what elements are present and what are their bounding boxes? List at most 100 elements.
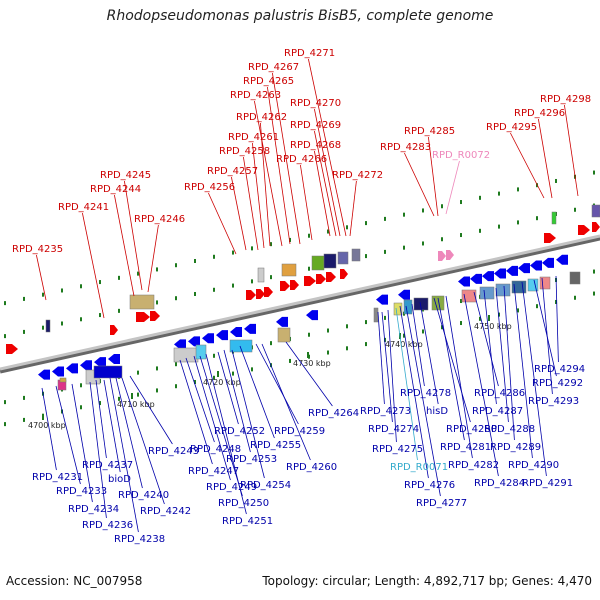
scale-tick [4, 422, 6, 427]
label-leader [95, 379, 107, 459]
gene-label-bottom: RPD_4282 [448, 460, 499, 471]
label-leader [473, 291, 499, 387]
scale-tick [194, 291, 196, 296]
label-leader [231, 349, 265, 479]
scale-tick [441, 237, 443, 242]
scale-label: 4700 kbp [28, 421, 66, 430]
label-leader [404, 152, 435, 217]
label-leader [564, 104, 579, 197]
scale-tick [156, 267, 158, 272]
scale-tick [137, 370, 139, 375]
scale-tick [80, 284, 82, 289]
gene-label-top: RPD_4270 [290, 98, 341, 109]
forward-gene-arrow [150, 311, 160, 321]
feature-box [569, 271, 581, 285]
label-leader [349, 180, 357, 237]
scale-tick [460, 233, 462, 238]
scale-tick [460, 200, 462, 205]
scale-tick [308, 233, 310, 238]
label-leader [254, 100, 283, 247]
label-leader [445, 160, 460, 215]
gene-label-bottom: RPD_4284 [474, 478, 525, 489]
reverse-gene-arrow [494, 268, 506, 279]
scale-tick [498, 191, 500, 196]
scale-tick [384, 249, 386, 254]
gene-label-top: RPD_4257 [207, 166, 258, 177]
gene-label-bottom: RPD_4240 [118, 490, 169, 501]
scale-tick [327, 328, 329, 333]
gene-label-bottom: RPD_R0071 [390, 462, 448, 473]
gene-label-bottom: RPD_4238 [114, 534, 165, 545]
label-leader [115, 377, 143, 489]
gene-label-bottom: RPD_4253 [226, 454, 277, 465]
gene-label-bottom: RPD_4259 [274, 426, 325, 437]
feature-box [393, 302, 403, 316]
label-leader [36, 254, 47, 301]
gene-label-top: RPD_4272 [332, 170, 383, 181]
label-leader [193, 355, 231, 481]
feature-box [229, 339, 253, 353]
scale-tick [403, 212, 405, 217]
topology-text: Topology: circular; Length: 4,892,717 bp… [262, 574, 592, 588]
scale-tick [156, 388, 158, 393]
gene-label-bottom: bioD [108, 474, 131, 485]
scale-tick [99, 401, 101, 406]
scale-major-tick [131, 393, 133, 399]
feature-box [539, 276, 551, 290]
scale-tick [175, 263, 177, 268]
gene-label-top: RPD_R0072 [432, 150, 490, 161]
map-title: Rhodopseudomonas palustris BisB5, comple… [106, 8, 494, 24]
scale-tick [365, 320, 367, 325]
gene-track [6, 204, 600, 391]
reverse-gene-arrow [174, 339, 186, 350]
scale-tick [4, 334, 6, 339]
feature-box [551, 211, 557, 225]
scale-tick [441, 204, 443, 209]
scale-tick [194, 379, 196, 384]
label-leader [121, 377, 165, 505]
scale-tick [80, 405, 82, 410]
gene-label-bottom: RPD_4260 [286, 462, 337, 473]
feature-box [495, 283, 511, 297]
gene-label-bottom: RPD_4273 [360, 406, 411, 417]
gene-label-bottom: RPD_4254 [240, 480, 291, 491]
scale-tick [479, 195, 481, 200]
label-leader [147, 224, 159, 293]
label-leader [405, 305, 441, 497]
gene-label-bottom: RPD_4234 [68, 504, 119, 515]
scale-tick [365, 221, 367, 226]
scale-tick [61, 288, 63, 293]
scale-tick [593, 170, 595, 175]
reverse-gene-arrow [216, 330, 228, 341]
gene-label-top: RPD_4266 [276, 154, 327, 165]
gene-label-bottom: RPD_4250 [218, 498, 269, 509]
scale-tick [346, 225, 348, 230]
label-leader [285, 341, 333, 407]
gene-label-top: RPD_4296 [514, 108, 565, 119]
reverse-gene-arrow [306, 310, 318, 321]
label-leaders [36, 58, 579, 533]
gene-label-bottom: RPD_4292 [532, 378, 583, 389]
gene-label-bottom: RPD_4237 [82, 460, 133, 471]
reverse-gene-arrow [94, 357, 106, 368]
label-leader [387, 309, 397, 443]
gene-label-bottom: RPD_4248 [190, 444, 241, 455]
reverse-gene-arrow [482, 271, 494, 282]
feature-box [351, 248, 361, 262]
scale-tick [194, 258, 196, 263]
reverse-gene-arrow [376, 294, 388, 305]
scale-tick [232, 283, 234, 288]
label-leader [399, 305, 429, 479]
scale-tick [308, 266, 310, 271]
scale-tick [574, 207, 576, 212]
gene-label-top: RPD_4283 [380, 142, 431, 153]
feature-box [461, 289, 477, 303]
scale-tick [232, 250, 234, 255]
label-leader [314, 150, 331, 237]
label-leader [255, 343, 299, 425]
scale-tick [213, 353, 215, 358]
label-leader [503, 285, 515, 441]
gene-label-bottom: RPD_4288 [484, 424, 535, 435]
gene-label-top: RPD_4285 [404, 126, 455, 137]
scale-tick [23, 329, 25, 334]
